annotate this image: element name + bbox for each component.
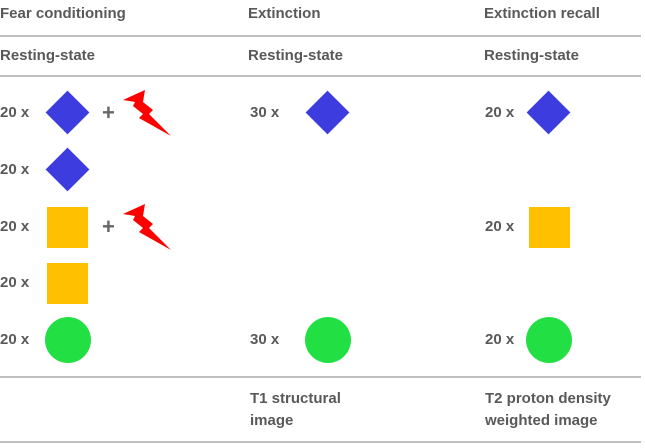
divider-bottom (0, 441, 641, 443)
orange-square-icon (47, 207, 88, 248)
trial-count: 20 x (0, 218, 30, 235)
trial-count: 20 x (485, 331, 515, 348)
baseline-extinction: Resting-state (248, 47, 344, 64)
header-extinction: Extinction (248, 5, 321, 22)
structural-line-2: image (250, 412, 294, 429)
divider-top (0, 35, 641, 37)
divider-structural (0, 376, 641, 378)
trial-count: 20 x (0, 274, 30, 291)
trial-count: 30 x (250, 104, 280, 121)
structural-line-1: T2 proton density (485, 390, 611, 407)
baseline-fear-conditioning: Resting-state (0, 47, 96, 64)
trial-count: 20 x (485, 104, 515, 121)
structural-scan-extinction-recall: T2 proton density weighted image (485, 388, 635, 432)
header-fear-conditioning: Fear conditioning (0, 5, 126, 22)
plus-sign: + (102, 214, 115, 239)
green-circle-icon (305, 317, 351, 363)
structural-line-1: T1 structural (250, 390, 341, 407)
shock-lightning-icon (123, 204, 171, 250)
baseline-extinction-recall: Resting-state (484, 47, 580, 64)
trial-count: 20 x (0, 161, 30, 178)
trial-count: 20 x (0, 104, 30, 121)
divider-baseline (0, 75, 641, 77)
orange-square-icon (529, 207, 570, 248)
blue-diamond-icon (305, 90, 350, 135)
green-circle-icon (45, 317, 91, 363)
orange-square-icon (47, 263, 88, 304)
trial-count: 20 x (0, 331, 30, 348)
shock-lightning-icon (123, 90, 171, 136)
blue-diamond-icon (526, 90, 571, 135)
blue-diamond-icon (45, 147, 90, 192)
structural-scan-extinction: T1 structural image (250, 388, 400, 432)
green-circle-icon (526, 317, 572, 363)
structural-line-2: weighted image (485, 412, 598, 429)
plus-sign: + (102, 100, 115, 125)
blue-diamond-icon (45, 90, 90, 135)
trial-count: 20 x (485, 218, 515, 235)
header-extinction-recall: Extinction recall (484, 5, 600, 22)
trial-count: 30 x (250, 331, 280, 348)
